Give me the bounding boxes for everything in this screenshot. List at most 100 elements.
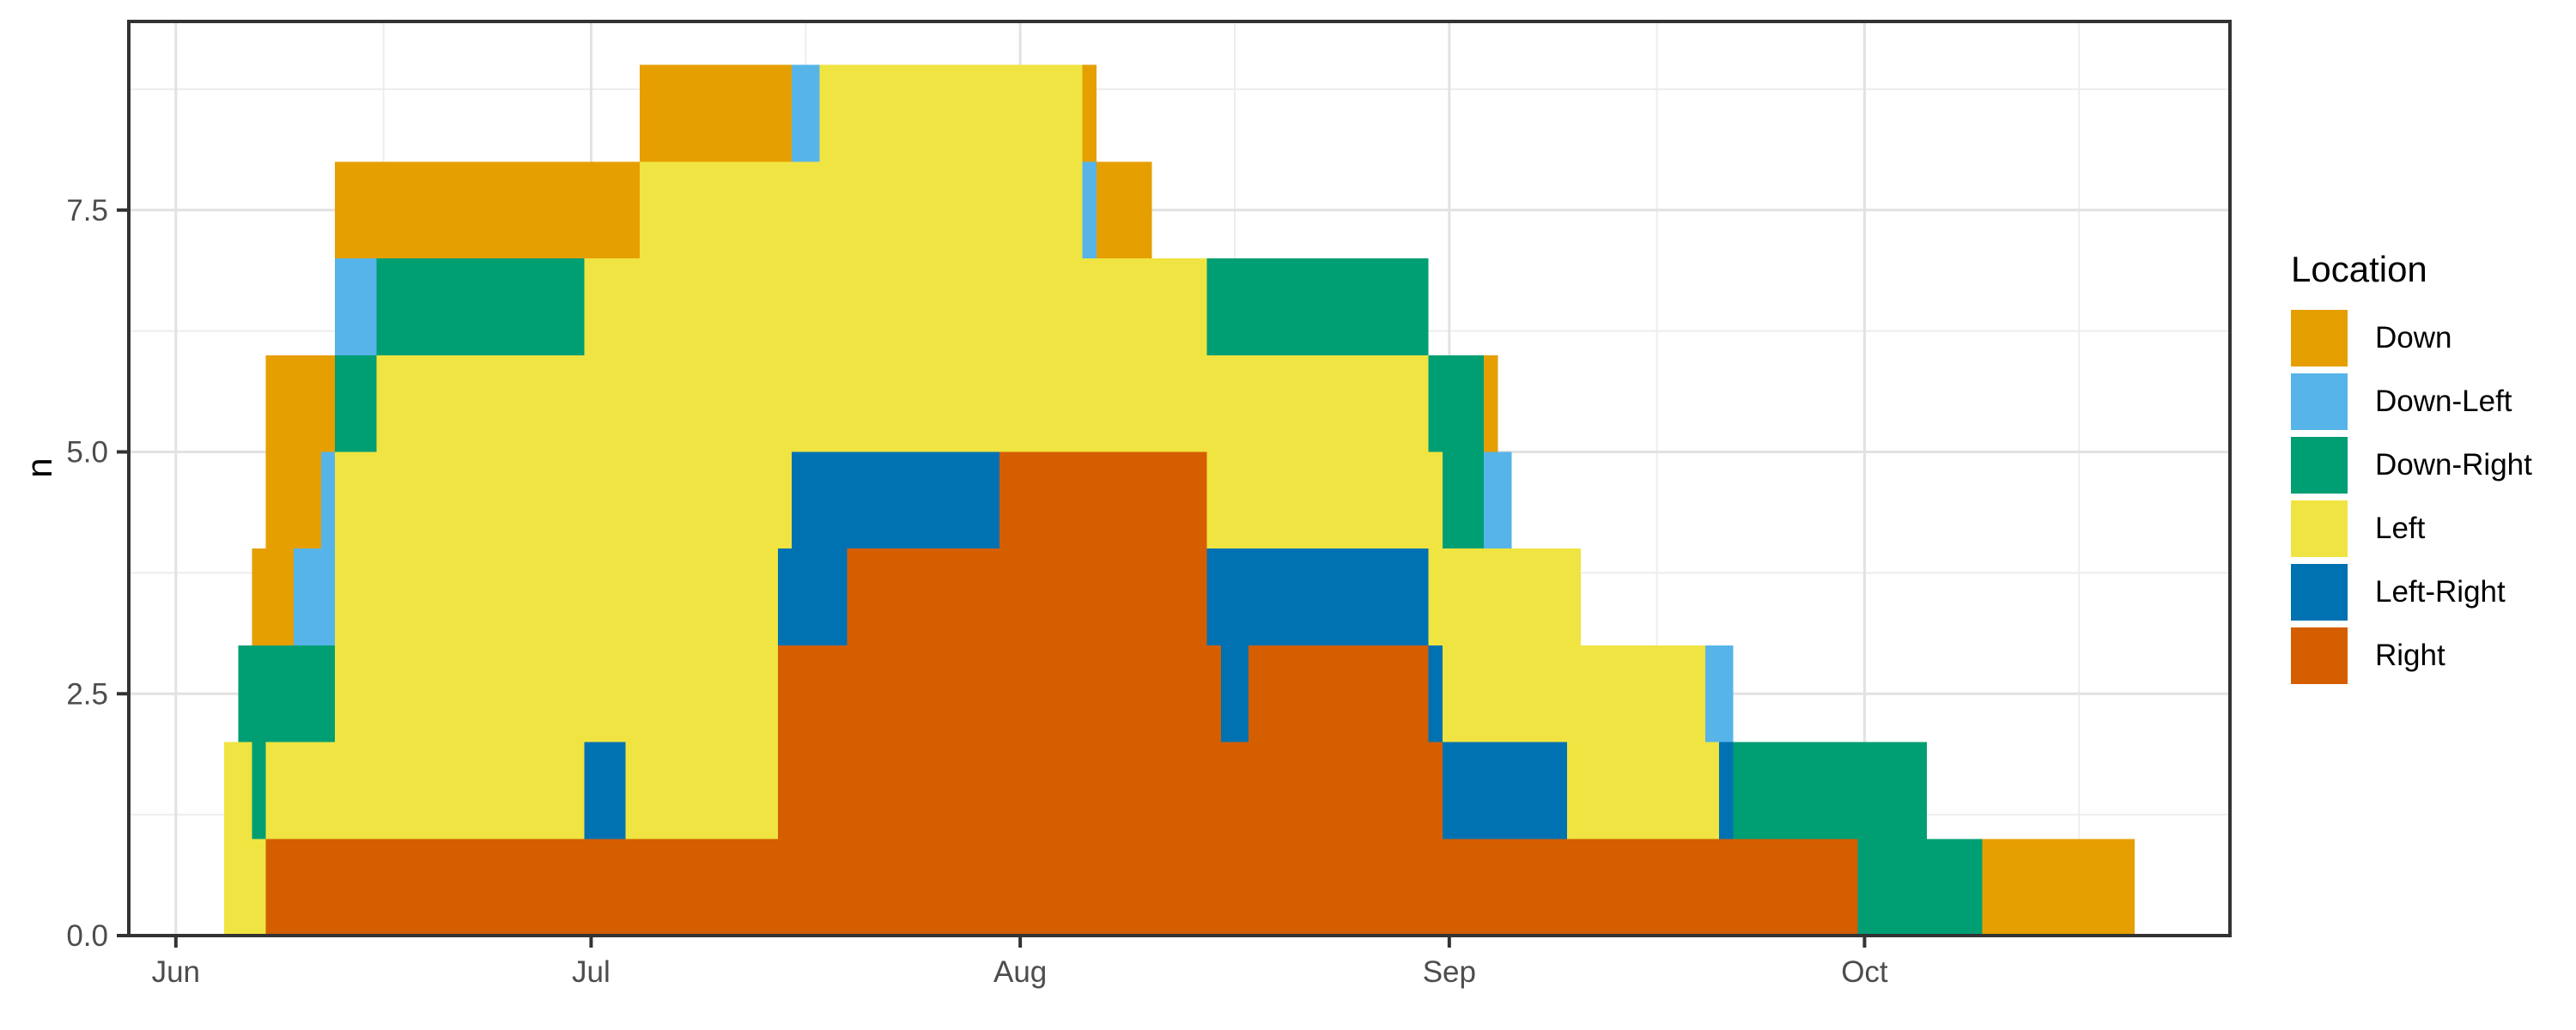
bar-segment-right [1249,645,1429,936]
legend-swatch-down [2291,310,2348,367]
bar-segment-left [376,354,585,839]
legend: Location Down Down-Left Down-Right Left … [2291,249,2532,691]
bar-segment-left-right [1442,742,1485,839]
legend-label-down-right: Down-Right [2375,448,2532,482]
bar-segment-left [778,161,793,549]
bar-segment-right [1220,742,1249,936]
bar-segment-down-right [1249,258,1429,355]
bar-segment-down-right [1857,742,1927,936]
legend-swatch-down-left [2291,373,2348,431]
bar-segment-right [584,839,626,936]
x-tick-label: Oct [1841,955,1888,989]
bar-segment-down [265,354,294,645]
bar-segment-right [1498,839,1512,936]
bar-segment-left [321,742,336,839]
bar-segment-down [625,161,640,259]
bar-segment-down-right [321,645,336,742]
bar-segment-down [1096,161,1152,259]
bar-segment-left-right [819,451,848,645]
bar-segment-down-left [792,64,820,162]
bar-segment-right [1096,451,1152,936]
legend-label-left-right: Left-Right [2375,575,2506,609]
bar-segment-right [293,839,322,936]
bar-segment-right [819,645,848,936]
bar-segment-right [321,839,336,936]
bar-segment-left-right [1719,742,1734,839]
legend-swatch-down-right [2291,437,2348,494]
bar-segment-down-right [293,645,322,742]
bar-segment-left [1511,548,1567,742]
y-tick-label: 5.0 [66,436,108,470]
y-tick-label: 0.0 [66,919,108,953]
legend-label-down: Down [2375,321,2452,355]
bar-segment-left [847,64,999,452]
legend-title: Location [2291,249,2427,289]
bar-segment-down-left [1484,451,1498,549]
bar-segment-right [1484,839,1498,936]
bar-segment-down-right [1428,354,1443,452]
bar-segment-left [819,64,848,452]
bar-segment-down [1082,64,1097,162]
bar-segment-left-right [792,451,820,645]
bar-segment-left [1249,354,1429,549]
bar-segment-down [1484,354,1498,452]
bar-segment-left [584,258,626,742]
bar-segment-down-right [252,645,266,839]
bar-segment-down-right [1442,354,1485,549]
bar-segment-down-right [265,645,294,742]
bar-segment-down [321,354,336,452]
legend-item-down-right: Down-Right [2291,437,2532,494]
bar-segment-down-right [376,258,585,355]
bar-segment-right [1511,839,1567,936]
bar-segment-left-right [1206,548,1221,645]
bar-segment-left-right [778,548,793,645]
bar-segment-down-right [1220,258,1249,355]
bar-segment-down-left [293,548,322,645]
bar-segment-left-right [1428,645,1443,742]
y-tick-label: 7.5 [66,194,108,227]
bar-segment-down [293,354,322,549]
x-tick-label: Jul [572,955,611,989]
bar-segment-left [1484,548,1498,742]
x-tick-label: Jun [152,955,200,989]
bar-segment-left [1151,258,1207,452]
bar-segment-left [1096,258,1152,452]
bar-segment-right [1566,839,1581,936]
bar-segment-down-right [335,354,377,452]
bar-segment-down-right [1206,258,1221,355]
bar-segment-down [639,64,779,162]
bar-segment-down-right [1733,742,1858,839]
y-tick-label: 2.5 [66,677,108,711]
panel-border [127,20,2232,937]
legend-label-down-left: Down-Left [2375,385,2512,419]
bar-segment-left [1442,548,1485,742]
bar-segment-right [847,548,999,936]
bar-segment-left [999,64,1083,452]
bar-segment-left [1498,548,1512,742]
bar-segment-left [335,451,377,839]
bar-segment-down-left [1498,451,1512,549]
legend-item-right: Right [2291,627,2532,685]
bar-segment-left-right [847,451,999,549]
bar-segment-right [1151,451,1207,936]
bar-segment-left [265,742,294,839]
bar-segment-right [376,839,585,936]
bar-segment-down-left [335,258,377,355]
bar-segment-left [238,742,252,936]
bar-segment-left-right [1511,742,1567,839]
bar-segment-right [778,645,793,936]
bar-segment-down-right [238,645,252,742]
y-axis-title: n [19,457,59,478]
bar-segment-left [1220,354,1249,549]
legend-item-down-left: Down-Left [2291,373,2532,431]
bar-segment-right [265,839,294,936]
bar-segment-down [778,64,793,162]
bar-segment-left [1206,354,1221,549]
legend-swatch-right [2291,627,2348,685]
bar-segment-down [335,161,377,259]
bar-segment-left [625,258,640,839]
bar-segment-left [1566,548,1581,839]
x-tick-label: Aug [993,955,1047,989]
